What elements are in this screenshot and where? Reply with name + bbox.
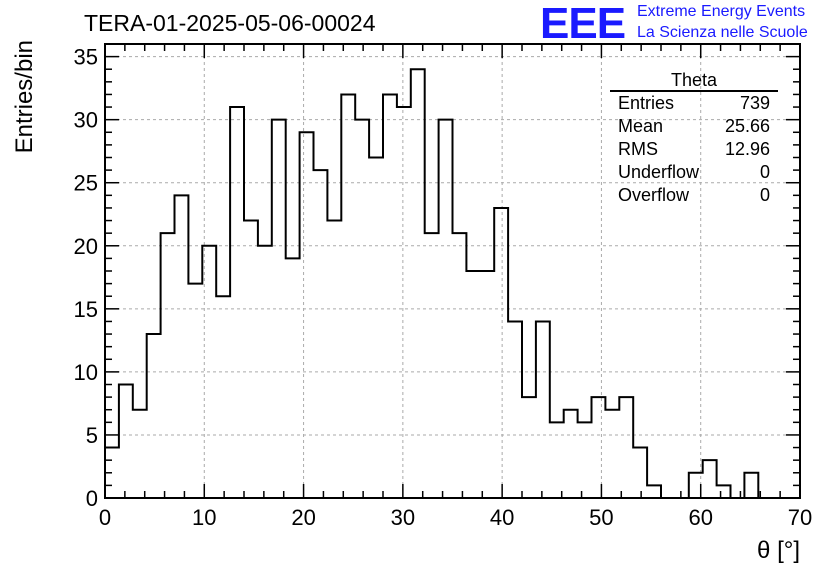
stats-title: Theta xyxy=(610,70,778,92)
logo-caption-line2: La Scienza nelle Scuole xyxy=(637,24,808,41)
y-tick-label: 5 xyxy=(86,423,98,448)
stats-value: 739 xyxy=(739,93,770,113)
grid-lines xyxy=(105,44,800,498)
eee-logo: EEE xyxy=(540,0,626,48)
stats-label: Overflow xyxy=(618,185,690,205)
x-tick-label: 60 xyxy=(688,505,712,530)
stats-row-mean: Mean 25.66 xyxy=(610,115,778,138)
y-tick-label: 30 xyxy=(74,108,98,133)
stats-value: 0 xyxy=(759,185,770,205)
y-axis-label: Entries/bin xyxy=(11,40,38,153)
x-tick-label: 40 xyxy=(490,505,514,530)
stats-row-overflow: Overflow 0 xyxy=(610,184,778,207)
stats-value: 0 xyxy=(759,162,770,182)
x-tick-label: 50 xyxy=(589,505,613,530)
stats-row-rms: RMS 12.96 xyxy=(610,138,778,161)
y-tick-label: 20 xyxy=(74,234,98,259)
stats-label: RMS xyxy=(618,139,658,159)
stats-row-entries: Entries 739 xyxy=(610,92,778,115)
stats-label: Mean xyxy=(618,116,664,136)
x-tick-label: 0 xyxy=(99,505,111,530)
y-tick-label: 15 xyxy=(74,297,98,322)
x-tick-label: 10 xyxy=(192,505,216,530)
stats-label: Underflow xyxy=(618,162,700,182)
y-tick-label: 35 xyxy=(74,45,98,70)
chart-title: TERA-01-2025-05-06-00024 xyxy=(84,10,376,36)
y-tick-label: 0 xyxy=(86,486,98,511)
stats-value: 12.96 xyxy=(724,139,770,159)
y-tick-label: 25 xyxy=(74,171,98,196)
stats-box: Theta Entries 739 Mean 25.66 RMS 12.96 U… xyxy=(610,70,778,207)
x-tick-label: 20 xyxy=(291,505,315,530)
x-tick-label: 30 xyxy=(391,505,415,530)
logo-caption-line1: Extreme Energy Events xyxy=(637,3,806,20)
x-tick-label: 70 xyxy=(788,505,812,530)
axis-ticks xyxy=(104,43,801,499)
y-tick-label: 10 xyxy=(74,360,98,385)
tick-labels: 0 10 20 30 40 50 60 70 0 5 10 15 20 25 30 35 xyxy=(74,45,813,530)
stats-value: 25.66 xyxy=(724,116,770,136)
stats-label: Entries xyxy=(618,93,675,113)
x-axis-label: θ [°] xyxy=(757,537,800,564)
stats-row-underflow: Underflow 0 xyxy=(610,161,778,184)
